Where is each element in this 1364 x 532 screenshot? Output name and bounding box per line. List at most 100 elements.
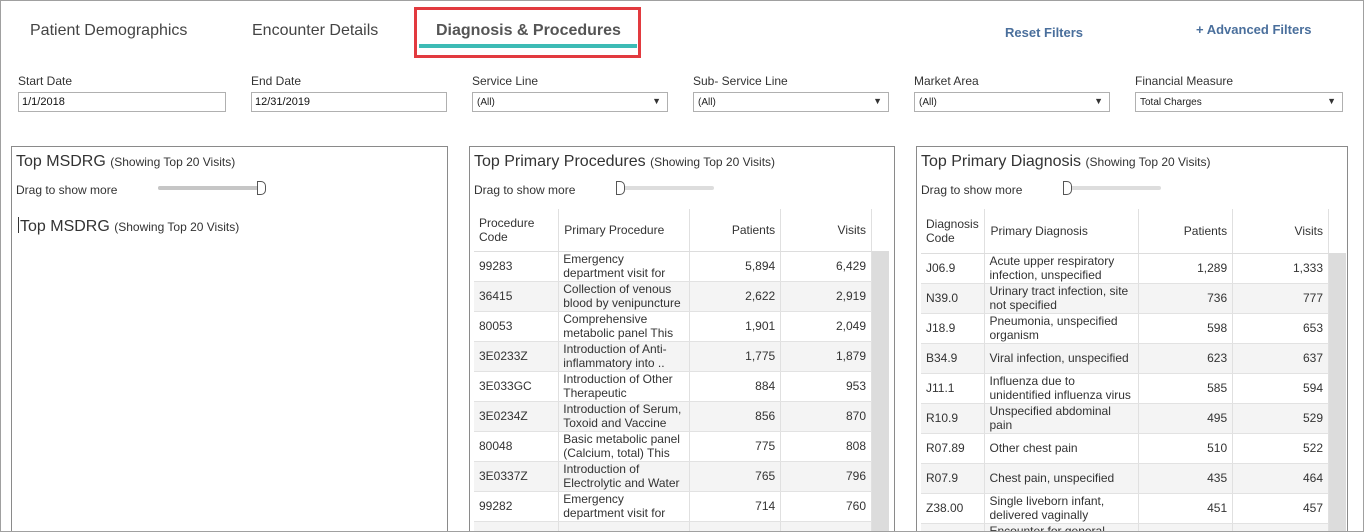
procedures-title: Top Primary Procedures (Showing Top 20 V…	[474, 153, 775, 171]
cell-patients-text: 598	[1207, 321, 1228, 335]
table-row[interactable]: R07.9 Chest pain, unspecified 435 464	[921, 463, 1329, 494]
cell-patients: 1,775	[689, 341, 782, 372]
cell-visits-text: 637	[1302, 351, 1323, 365]
cell-code-text: 3E0234Z	[479, 409, 528, 423]
tab-diagnosis-procedures[interactable]: Diagnosis & Procedures	[436, 22, 621, 39]
table-row[interactable]: Z38.00 Single liveborn infant, delivered …	[921, 493, 1329, 524]
cell-desc: Influenza due to unidentified influenza …	[984, 373, 1140, 404]
primary-procedure-header[interactable]: Primary Procedure	[558, 209, 691, 252]
cell-patients: 510	[1138, 433, 1234, 464]
cell-code: 3E033GC	[474, 371, 560, 402]
table-row[interactable]: 3E033GC Introduction of Other Therapeutic…	[474, 371, 872, 402]
table-row[interactable]: Z00.00Encounter for general adult	[921, 523, 1329, 532]
procedure-code-header[interactable]: Procedure Code	[474, 209, 560, 252]
table-row[interactable]: 3E0233Z Introduction of Anti-inflammatory…	[474, 341, 872, 372]
cell-desc: Other chest pain	[984, 433, 1140, 464]
cell-patients: 765	[689, 461, 782, 492]
cell-desc: Introduction of Anti-inflammatory into .…	[558, 341, 691, 372]
diagnosis-slider[interactable]	[1063, 181, 1161, 195]
visits-header[interactable]: Visits	[1232, 209, 1329, 254]
procedures-panel: Top Primary Procedures (Showing Top 20 V…	[469, 146, 895, 531]
cell-patients-text: 495	[1207, 411, 1228, 425]
msdrg-slider[interactable]	[158, 181, 266, 195]
cell-code: 99282	[474, 491, 560, 522]
tab-encounter-details[interactable]: Encounter Details	[252, 22, 379, 39]
end-date-label: End Date	[251, 74, 302, 88]
cell-visits: 1,333	[1232, 253, 1329, 284]
cell-desc-text: Emergency department visit for the evalu…	[563, 252, 666, 280]
cell-patients: 598	[1138, 313, 1234, 344]
table-row[interactable]: J11.1 Influenza due to unidentified influ…	[921, 373, 1329, 404]
diagnosis-title: Top Primary Diagnosis (Showing Top 20 Vi…	[921, 153, 1210, 171]
cell-desc-text: Encounter for general adult	[989, 524, 1105, 532]
table-row[interactable]: 80048 Basic metabolic panel (Calcium, tot…	[474, 431, 872, 462]
cell-code: 3E033NZ	[474, 521, 560, 531]
chevron-down-icon: ▼	[1327, 96, 1336, 106]
msdrg-title-text: Top MSDRG	[16, 153, 106, 170]
diagnosis-code-header[interactable]: Diagnosis Code	[921, 209, 986, 254]
procedures-slider-handle[interactable]	[616, 181, 625, 195]
cell-code-text: R07.9	[926, 471, 959, 485]
cell-desc: Urinary tract infection, site not specif…	[984, 283, 1140, 314]
cell-code-text: R07.89	[926, 441, 965, 455]
patients-header[interactable]: Patients	[1138, 209, 1234, 254]
service-line-select[interactable]: (All) ▼	[472, 92, 668, 112]
table-row[interactable]: 99282 Emergency department visit for the …	[474, 491, 872, 522]
table-row[interactable]: 36415 Collection of venous blood by venip…	[474, 281, 872, 312]
patients-header[interactable]: Patients	[689, 209, 782, 252]
table-row[interactable]: J18.9 Pneumonia, unspecified organism 598 6…	[921, 313, 1329, 344]
table-row[interactable]: 80053 Comprehensive metabolic panel This 1…	[474, 311, 872, 342]
diagnosis-scrollbar[interactable]	[1329, 253, 1346, 531]
cell-code: 80053	[474, 311, 560, 342]
financial-measure-label: Financial Measure	[1135, 74, 1234, 88]
cell-desc-text: Introduction of	[563, 529, 684, 531]
cell-code-text: 3E033NZ	[479, 529, 530, 531]
text-cursor-icon	[18, 217, 19, 233]
table-row[interactable]: R10.9 Unspecified abdominal pain 495 529	[921, 403, 1329, 434]
primary-diagnosis-header[interactable]: Primary Diagnosis	[984, 209, 1140, 254]
cell-patients: 495	[1138, 403, 1234, 434]
cell-visits: 1,879	[780, 341, 872, 372]
cell-visits: 870	[780, 401, 872, 432]
start-date-input[interactable]	[18, 92, 226, 112]
cell-patients: 856	[689, 401, 782, 432]
cell-patients-text: 623	[1207, 351, 1228, 365]
sub-service-line-select[interactable]: (All) ▼	[693, 92, 889, 112]
tab-patient-demographics[interactable]: Patient Demographics	[30, 22, 188, 39]
market-area-select[interactable]: (All) ▼	[914, 92, 1110, 112]
cell-desc-text: Introduction of Serum, Toxoid and Vaccin…	[563, 402, 682, 430]
reset-filters-button[interactable]: Reset Filters	[1005, 25, 1084, 40]
cell-patients-text: 585	[1207, 381, 1228, 395]
cell-patients-text: 5,894	[745, 259, 776, 273]
procedures-scrollbar[interactable]	[872, 251, 889, 531]
financial-measure-select[interactable]: Total Charges ▼	[1135, 92, 1343, 112]
diagnosis-title-text: Top Primary Diagnosis	[921, 153, 1082, 170]
table-row[interactable]: J06.9 Acute upper respiratory infection, …	[921, 253, 1329, 284]
cell-code: 3E0233Z	[474, 341, 560, 372]
advanced-filters-button[interactable]: + Advanced Filters	[1196, 22, 1312, 37]
cell-patients-text: 510	[1207, 441, 1228, 455]
cell-visits-text: 2,049	[835, 319, 866, 333]
chevron-down-icon: ▼	[652, 96, 661, 106]
cell-desc: Collection of venous blood by venipunctu…	[558, 281, 691, 312]
table-row[interactable]: 99283 Emergency department visit for the …	[474, 251, 872, 282]
chevron-down-icon: ▼	[873, 96, 882, 106]
cell-visits: 529	[1232, 403, 1329, 434]
table-row[interactable]: B34.9 Viral infection, unspecified 623 637	[921, 343, 1329, 374]
procedures-slider[interactable]	[616, 181, 714, 195]
table-row[interactable]: 3E0234Z Introduction of Serum, Toxoid and…	[474, 401, 872, 432]
table-row[interactable]: 3E0337Z Introduction of Electrolytic and …	[474, 461, 872, 492]
visits-header[interactable]: Visits	[780, 209, 872, 252]
table-row[interactable]: R07.89 Other chest pain 510 522	[921, 433, 1329, 464]
end-date-input[interactable]	[251, 92, 447, 112]
table-row[interactable]: N39.0 Urinary tract infection, site not s…	[921, 283, 1329, 314]
procedures-title-text: Top Primary Procedures	[474, 153, 646, 170]
cell-visits-text: 714	[846, 529, 866, 531]
cell-visits: 522	[1232, 433, 1329, 464]
msdrg-slider-handle[interactable]	[257, 181, 266, 195]
service-line-value: (All)	[477, 97, 495, 108]
diagnosis-slider-handle[interactable]	[1063, 181, 1072, 195]
procedures-subtitle: (Showing Top 20 Visits)	[650, 155, 776, 169]
table-row[interactable]: 3E033NZ Introduction of 691 714	[474, 521, 872, 531]
cell-patients-text: 1,775	[745, 349, 776, 363]
